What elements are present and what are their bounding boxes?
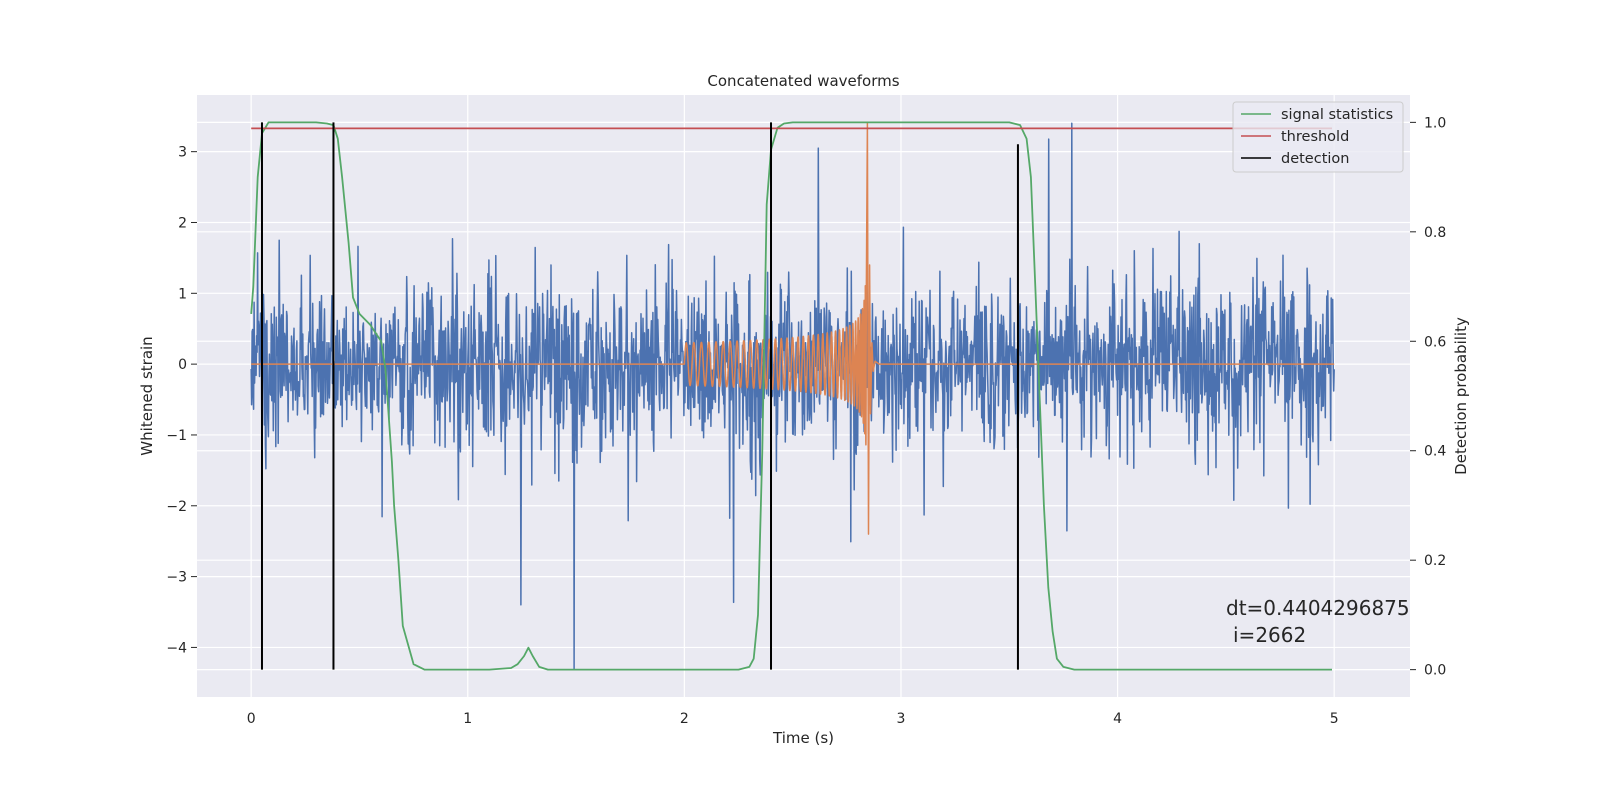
x-tick-label: 4 xyxy=(1113,711,1122,727)
annotation-index: i=2662 xyxy=(1233,623,1306,647)
legend-label-signal-statistics: signal statistics xyxy=(1281,107,1393,123)
x-axis-label: Time (s) xyxy=(772,729,834,747)
y-tick-label: 0 xyxy=(178,357,187,373)
y-right-tick-label: 0.0 xyxy=(1424,663,1446,679)
y-axis-left: −4 −3 −2 −1 0 1 2 3 xyxy=(166,145,197,656)
y-tick-label: 3 xyxy=(178,145,187,161)
y-tick-label: −2 xyxy=(166,499,187,515)
x-tick-label: 5 xyxy=(1330,711,1339,727)
y-right-tick-label: 0.6 xyxy=(1424,334,1446,350)
y-right-tick-label: 0.8 xyxy=(1424,225,1446,241)
chart-title: Concatenated waveforms xyxy=(707,72,899,90)
series-layer xyxy=(250,121,1335,671)
annotation-dt: dt=0.4404296875 xyxy=(1226,596,1410,620)
y-axis-right: 0.0 0.2 0.4 0.6 0.8 1.0 xyxy=(1410,115,1446,679)
y-tick-label: −4 xyxy=(166,640,187,656)
y-tick-label: 1 xyxy=(178,286,187,302)
legend-label-detection: detection xyxy=(1281,151,1349,167)
y-axis-right-label: Detection probability xyxy=(1452,317,1470,475)
y-axis-label: Whitened strain xyxy=(138,336,156,455)
y-right-tick-label: 0.2 xyxy=(1424,553,1446,569)
series-noise-line xyxy=(250,122,1335,670)
legend-box xyxy=(1232,101,1404,173)
y-right-tick-label: 1.0 xyxy=(1424,115,1446,131)
x-tick-label: 1 xyxy=(463,711,472,727)
series-chirp-line xyxy=(251,122,1335,535)
x-tick-label: 3 xyxy=(897,711,906,727)
series-signal-statistics-line xyxy=(250,121,1332,671)
y-tick-label: 2 xyxy=(178,215,187,231)
x-axis: 0 1 2 3 4 5 xyxy=(247,711,1339,727)
y-right-tick-label: 0.4 xyxy=(1424,444,1446,460)
legend: signal statistics threshold detection xyxy=(1232,101,1404,173)
y-tick-label: −3 xyxy=(166,570,187,586)
x-tick-label: 0 xyxy=(247,711,256,727)
y-tick-label: −1 xyxy=(166,428,187,444)
x-tick-label: 2 xyxy=(680,711,689,727)
legend-label-threshold: threshold xyxy=(1281,129,1349,145)
